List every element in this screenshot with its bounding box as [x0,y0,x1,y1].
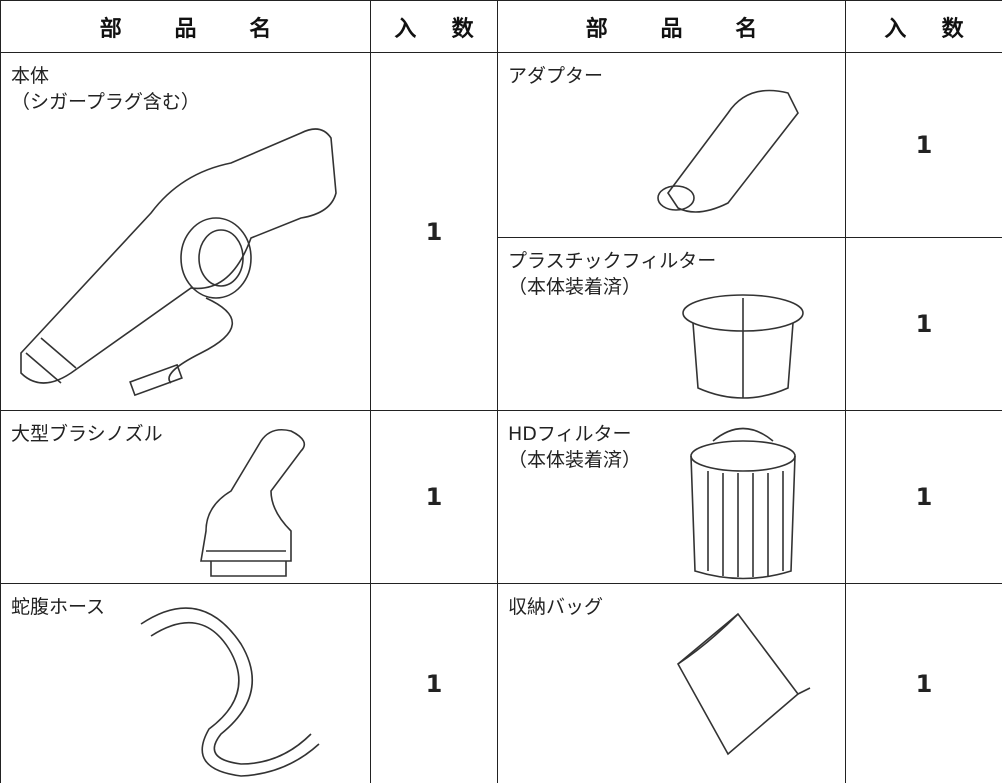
part-name-cell: HDフィルター （本体装着済） [498,411,846,584]
quantity-cell: 1 [371,53,498,411]
part-name: 蛇腹ホース [11,596,106,618]
adapter-illustration [657,89,799,213]
part-name-cell: プラスチックフィルター （本体装着済） [498,238,846,411]
quantity: 1 [915,131,933,159]
quantity: 1 [915,310,933,338]
header-cell: 入数 [371,1,498,53]
header-text: 入数 [884,16,999,42]
part-name: 大型ブラシノズル [11,423,163,445]
header-cell: 入数 [846,1,1002,53]
quantity-cell: 1 [846,53,1002,238]
header-text: 部品名 [99,16,325,42]
hd-filter-illustration [690,427,796,580]
hose-illustration [140,607,320,777]
part-name: （シガープラグ含む） [11,91,200,113]
quantity-cell: 1 [371,411,498,584]
part-name-cell: アダプター [498,53,846,238]
quantity-cell: 1 [846,238,1002,411]
part-name-cell: 本体 （シガープラグ含む） [1,53,371,411]
quantity-cell: 1 [846,411,1002,584]
vacuum-illustration [20,128,337,397]
part-name-cell: 大型ブラシノズル [1,411,371,584]
part-name: （本体装着済） [508,276,642,298]
quantity: 1 [425,669,443,698]
bag-illustration [676,612,811,756]
part-name: HDフィルター [508,423,632,445]
quantity: 1 [915,669,933,698]
quantity-cell: 1 [371,584,498,783]
part-name-cell: 蛇腹ホース [1,584,371,783]
brush-illustration [200,428,306,577]
part-name: プラスチックフィルター [508,250,717,272]
quantity: 1 [915,483,933,511]
header-text: 部品名 [585,16,811,42]
header-cell: 部品名 [1,1,371,53]
header-text: 入数 [394,16,509,42]
part-name-cell: 収納バッグ [498,584,846,783]
quantity: 1 [425,483,443,511]
part-name: （本体装着済） [508,449,642,471]
part-name: 収納バッグ [508,596,604,618]
quantity: 1 [425,217,443,246]
plastic-filter-illustration [682,294,804,399]
part-name: アダプター [508,65,604,87]
part-name: 本体 [11,65,50,87]
header-cell: 部品名 [498,1,846,53]
quantity-cell: 1 [846,584,1002,783]
